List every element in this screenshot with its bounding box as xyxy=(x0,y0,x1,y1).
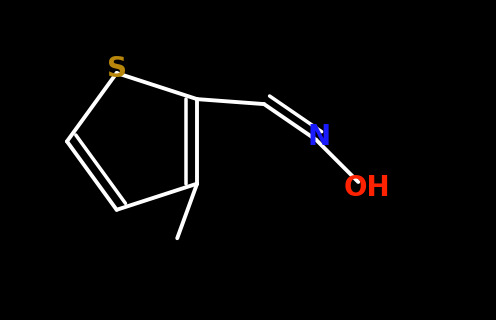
Text: N: N xyxy=(307,123,330,151)
Text: S: S xyxy=(107,55,126,83)
Text: OH: OH xyxy=(344,174,390,202)
